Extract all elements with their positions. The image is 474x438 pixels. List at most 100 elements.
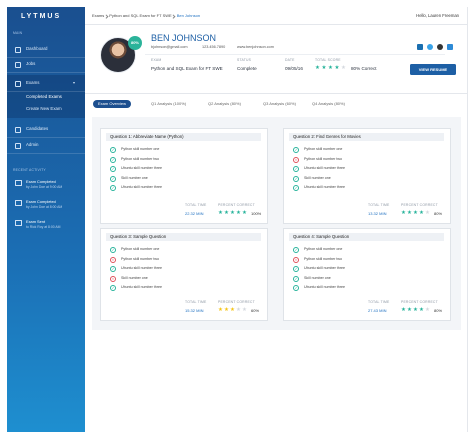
question-card: Question 4: Sample Question ✓ Python skill…	[283, 228, 451, 321]
nav-icon	[15, 47, 21, 53]
activity-detail: by John Doe at 8:00 AM	[26, 205, 63, 209]
nav-item[interactable]: Candidates	[26, 126, 49, 131]
breadcrumb-item[interactable]: Python and SQL Exam for FT SWE	[109, 13, 172, 18]
activity-detail: by John Doe at 9:00 AM	[26, 185, 63, 189]
activity-title[interactable]: Exam Sent	[26, 219, 46, 224]
percent-star: ★	[401, 209, 406, 216]
percent-star: ★	[413, 209, 418, 216]
pass-icon: ✓	[293, 275, 299, 282]
field-value: Python and SQL Exam for FT SWE	[151, 66, 223, 71]
skill-label: Python skill number two	[304, 156, 342, 161]
skill-label: Python skill number one	[304, 247, 343, 251]
github-icon[interactable]	[437, 44, 443, 50]
activity-icon	[15, 180, 22, 186]
section-label: MAIN	[13, 31, 23, 35]
tab[interactable]: Q4 Analysis (80%)	[312, 101, 345, 107]
percent-star: ★	[419, 306, 424, 313]
fail-icon: ×	[293, 256, 299, 263]
email[interactable]: bjohnson@gmail.com	[151, 45, 188, 49]
question-title: Question 4: Sample Question	[293, 234, 350, 239]
skill-label: Ubuntu skill number three	[121, 166, 162, 170]
website[interactable]: www.benjohnson.com	[237, 45, 274, 49]
score-star: ★	[334, 65, 340, 71]
tab[interactable]: Q2 Analysis (80%)	[208, 101, 241, 107]
pass-icon: ✓	[293, 147, 299, 154]
activity-title[interactable]: Exam Completed	[26, 179, 56, 184]
pass-icon: ✓	[110, 147, 116, 154]
nav-icon	[15, 143, 21, 149]
field-label: STATUS	[237, 58, 252, 62]
card-header	[106, 233, 261, 241]
percent-star: ★	[407, 209, 412, 216]
activity-detail: to Rick Roy at 8:00 AM	[26, 225, 61, 229]
total-time-label: TOTAL TIME	[185, 203, 207, 207]
nav-separator	[7, 91, 85, 92]
skill-label: Python skill number two	[121, 156, 159, 161]
view-resume-button[interactable]: VIEW RESUME	[410, 64, 456, 75]
subnav-item[interactable]: Completed Exams	[26, 94, 62, 99]
question-title: Question 1: Abbreviate Name (Python)	[110, 134, 184, 139]
tab[interactable]: Q1 Analysis (100%)	[151, 101, 187, 107]
skill-label: Skill number one	[304, 275, 331, 280]
cards-panel: Question 1: Abbreviate Name (Python) ✓ Pyt…	[92, 117, 461, 330]
nav-icon	[15, 62, 21, 68]
percent-correct-label: PERCENT CORRECT	[218, 203, 255, 207]
skill-label: Python skill number one	[304, 147, 343, 151]
percent-star: ★	[425, 306, 430, 313]
fail-icon: ×	[110, 275, 116, 282]
breadcrumb-chevron	[171, 14, 176, 19]
pass-icon: ✓	[110, 247, 116, 254]
field-value: 09/05/16	[285, 66, 303, 71]
twitter-icon[interactable]	[427, 44, 433, 50]
score-star: ★	[341, 65, 346, 71]
pass-icon: ✓	[293, 175, 299, 182]
percent-correct: 80%	[434, 211, 443, 216]
skill-label: Python skill number two	[304, 256, 342, 261]
nav-item[interactable]: Dashboard	[26, 46, 48, 51]
pass-icon: ✓	[110, 175, 116, 182]
breadcrumb-item[interactable]: Exams	[92, 13, 105, 18]
field-value: 80% Correct	[351, 66, 377, 71]
score-star: ★	[321, 65, 327, 71]
fail-icon: ×	[293, 156, 299, 163]
field-value: Complete	[237, 66, 257, 71]
percent-correct-label: PERCENT CORRECT	[401, 203, 438, 207]
pass-icon: ✓	[293, 266, 299, 273]
percent-star: ★	[419, 209, 424, 216]
nav-item[interactable]: Exams	[26, 80, 40, 85]
question-card: Question 1: Abbreviate Name (Python) ✓ Pyt…	[100, 128, 268, 224]
skill-label: Ubuntu skill number three	[304, 285, 345, 289]
nav-item[interactable]: Admin	[26, 142, 39, 147]
logo[interactable]: LYTMUS	[21, 13, 62, 20]
skill-label: Skill number one	[304, 175, 331, 180]
field-label: DATE	[285, 58, 295, 62]
field-label: TOTAL SCORE	[315, 58, 341, 62]
field-label: EXAM	[151, 58, 162, 62]
main: Exams Python and SQL Exam for FT SWE Ben J…	[85, 7, 468, 432]
percent-star: ★	[224, 209, 229, 216]
pass-icon: ✓	[293, 166, 299, 173]
pass-icon: ✓	[110, 266, 116, 273]
total-time: 15.32 MIN	[185, 308, 204, 313]
question-card: Question 2: Find Genres for Movies ✓ Pytho…	[283, 128, 451, 224]
percent-star: ★	[230, 306, 235, 313]
skill-label: Python skill number two	[121, 256, 159, 261]
total-time-label: TOTAL TIME	[185, 300, 207, 304]
percent-correct-label: PERCENT CORRECT	[401, 300, 438, 304]
tab[interactable]: Q3 Analysis (60%)	[263, 101, 296, 107]
skill-label: Ubuntu skill number three	[121, 285, 162, 289]
subnav-item[interactable]: Create New Exam	[26, 106, 62, 111]
linkedin-icon[interactable]	[417, 44, 423, 50]
nav-item[interactable]: Jobs	[26, 61, 36, 66]
score-star: ★	[328, 65, 333, 71]
card-header	[289, 133, 444, 141]
total-time-label: TOTAL TIME	[368, 203, 390, 207]
breadcrumb-chevron	[104, 14, 108, 19]
nav-icon	[15, 81, 21, 87]
profile-divider	[145, 54, 445, 55]
tab[interactable]: Exam Overview	[93, 100, 132, 109]
site-icon[interactable]	[447, 44, 453, 50]
total-time: 22.32 MIN	[185, 211, 204, 216]
activity-title[interactable]: Exam Completed	[26, 199, 56, 204]
sidebar: LYTMUS MAIN Dashboard Jobs Exams Completed …	[7, 7, 85, 432]
